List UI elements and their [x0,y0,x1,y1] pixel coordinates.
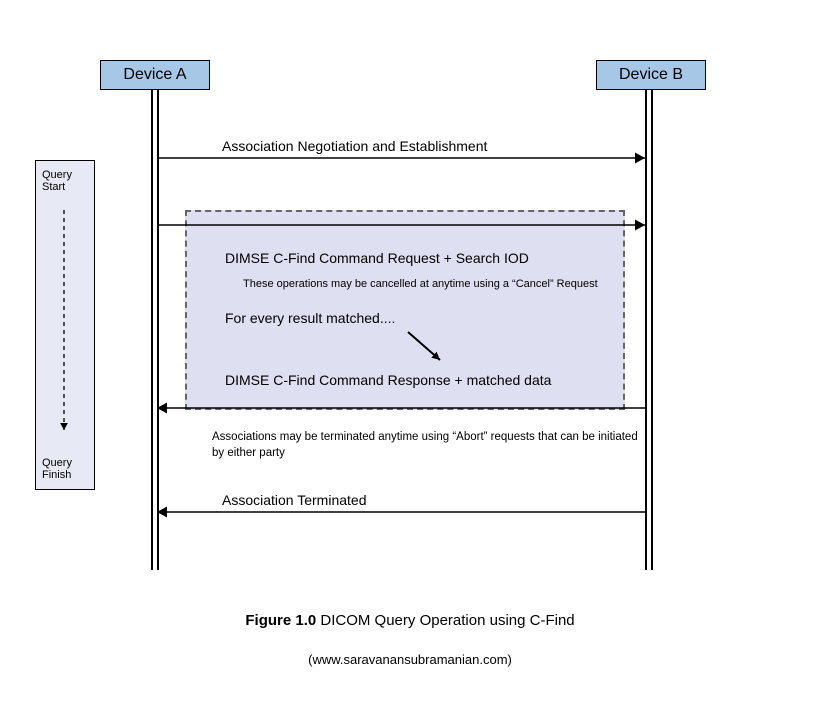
loop-text: For every result matched.... [225,310,395,326]
device-a-box: Device A [100,60,210,90]
device-a-lifeline-right [157,90,159,570]
figure-source: (www.saravanansubramanian.com) [200,652,620,667]
query-lifecycle-box: QueryStart QueryFinish [35,160,95,490]
device-b-lifeline-right [651,90,653,570]
cfind-request-text: DIMSE C-Find Command Request + Search IO… [225,250,529,266]
device-b-box: Device B [596,60,706,90]
assoc-terminated-text: Association Terminated [222,492,366,508]
figure-caption: Figure 1.0 DICOM Query Operation using C… [200,612,620,629]
device-b-lifeline-left [645,90,647,570]
query-start-label: QueryStart [42,169,90,193]
query-finish-label: QueryFinish [42,457,90,481]
device-a-lifeline-left [151,90,153,570]
device-b-label: Device B [619,66,683,84]
cfind-response-text: DIMSE C-Find Command Response + matched … [225,372,551,388]
device-a-label: Device A [123,66,186,84]
abort-note-text: Associations may be terminated anytime u… [212,430,672,461]
cancel-note-text: These operations may be cancelled at any… [243,278,598,290]
assoc-negotiation-text: Association Negotiation and Establishmen… [222,138,487,154]
diagram-stage: Device A Device B QueryStart QueryFinish… [0,0,816,723]
